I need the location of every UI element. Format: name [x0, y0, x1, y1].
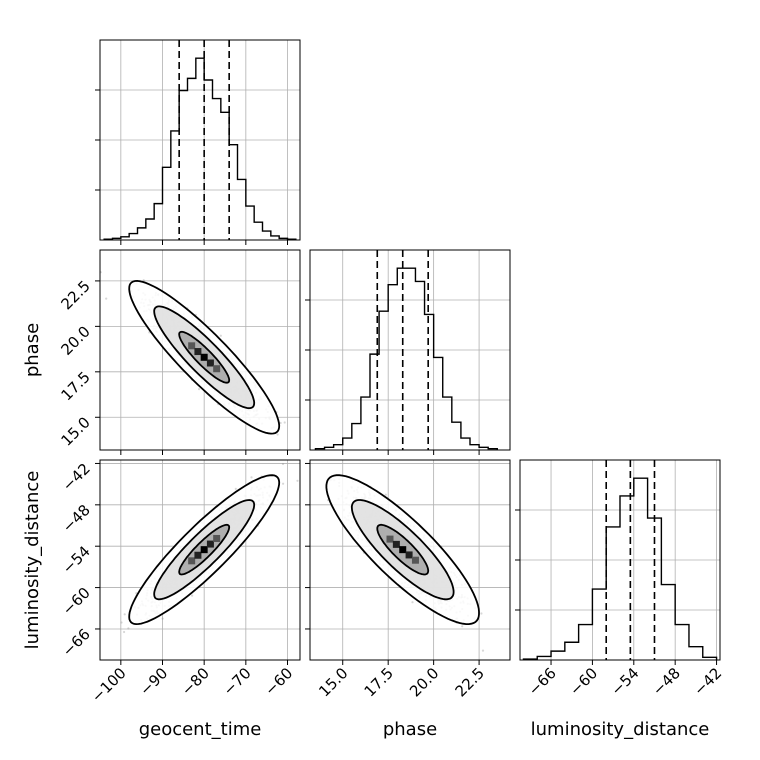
x-tick-label: 22.5 — [452, 664, 488, 700]
panel-content — [100, 271, 286, 436]
y-tick-label: 15.0 — [57, 413, 93, 449]
histogram-step — [522, 477, 718, 660]
panel-frame — [99, 249, 301, 451]
panel-frame — [99, 39, 301, 241]
contour-3σ — [128, 474, 281, 626]
y-tick-label: −48 — [59, 501, 94, 536]
density-cell — [392, 540, 400, 548]
sample-point — [191, 594, 194, 597]
grid — [100, 40, 300, 240]
panel-frame — [309, 249, 511, 451]
sample-point — [296, 479, 299, 482]
sample-point — [411, 601, 414, 604]
density-cell — [213, 534, 221, 542]
sample-point — [279, 421, 282, 425]
sample-point — [135, 592, 138, 595]
density-cell — [411, 556, 419, 564]
sample-point — [105, 297, 108, 300]
sample-point — [282, 482, 285, 485]
panel-frame — [309, 459, 511, 661]
sample-point — [480, 612, 483, 615]
sample-point — [283, 421, 286, 424]
density-cell — [200, 353, 208, 361]
y-tick-label: −66 — [59, 625, 94, 660]
density-cell — [206, 540, 214, 548]
contour-1σ — [178, 330, 231, 384]
sample-point — [234, 487, 237, 490]
sample-point — [219, 334, 222, 337]
density-cell — [188, 342, 196, 350]
sample-point — [326, 454, 328, 456]
contour-3σ — [325, 474, 480, 625]
density-core — [188, 534, 221, 565]
y-tick-label: −42 — [59, 460, 94, 495]
y-tick-label: 17.5 — [57, 368, 93, 404]
x-tick-label: −70 — [220, 664, 255, 699]
density-cell — [213, 365, 221, 373]
sample-point — [384, 493, 387, 496]
y-tick-label: 22.5 — [57, 277, 93, 313]
hist-panel-phase — [305, 249, 511, 455]
x-tick-label: −80 — [178, 664, 213, 699]
y-tick-label: 20.0 — [57, 322, 93, 358]
x-tick-label: 20.0 — [406, 664, 442, 700]
sample-point — [281, 462, 285, 466]
contour-1σ — [376, 523, 430, 576]
density-cell — [194, 551, 202, 559]
density-core — [188, 342, 221, 373]
x-tick-label: 17.5 — [361, 664, 397, 700]
panel-content — [325, 454, 485, 652]
density-cell — [386, 535, 394, 543]
scatter-panel-geocent_time-luminosity_distance: −100 −90 −80 −70 −60−66−60−54−48−42 — [59, 459, 301, 706]
grid — [520, 460, 720, 660]
x-tick-label: −100 — [88, 664, 130, 706]
grid — [100, 460, 300, 660]
density-cell — [399, 546, 407, 554]
sample-point — [161, 617, 164, 620]
histogram-step — [314, 267, 498, 450]
density-cell — [194, 348, 202, 356]
x-tick-label: −66 — [525, 664, 560, 699]
density-cell — [188, 557, 196, 565]
y-tick-label: −60 — [59, 584, 94, 619]
y-tick-label: −54 — [59, 542, 94, 577]
sample-point — [276, 433, 279, 436]
sample-point — [123, 630, 126, 634]
x-tick-label: 15.0 — [315, 664, 351, 700]
sample-point — [127, 627, 130, 630]
scatter-panel-geocent_time-phase: 15.0 17.5 20.0 22.5 — [57, 249, 301, 455]
sample-point — [461, 625, 464, 628]
sample-point — [123, 613, 126, 616]
density-cell — [206, 359, 214, 367]
contour-2σ — [350, 499, 455, 601]
grid — [310, 250, 510, 450]
panel-frame — [519, 459, 721, 661]
density-core — [386, 535, 419, 564]
hist-panel-geocent_time — [95, 39, 301, 245]
hist-panel-luminosity_distance: −66 −60 −54 −48 −42 — [515, 459, 725, 699]
sample-point — [142, 279, 145, 282]
panel-frame — [99, 459, 301, 661]
density-cell — [405, 551, 413, 559]
sample-point — [250, 476, 253, 479]
x-tick-label: −90 — [136, 664, 171, 699]
x-tick-label: −60 — [261, 664, 296, 699]
contour-2σ — [153, 499, 256, 601]
density-cell — [200, 546, 208, 554]
sample-point — [198, 388, 201, 391]
scatter-panel-phase-luminosity_distance: 15.0 17.5 20.0 22.5 — [305, 454, 511, 700]
sample-point — [120, 621, 123, 624]
contour-3σ — [128, 279, 281, 435]
contour-1σ — [178, 523, 231, 576]
sample-point — [481, 649, 485, 652]
contour-2σ — [153, 305, 256, 410]
panel-content — [120, 462, 299, 634]
histogram-step — [103, 57, 297, 240]
